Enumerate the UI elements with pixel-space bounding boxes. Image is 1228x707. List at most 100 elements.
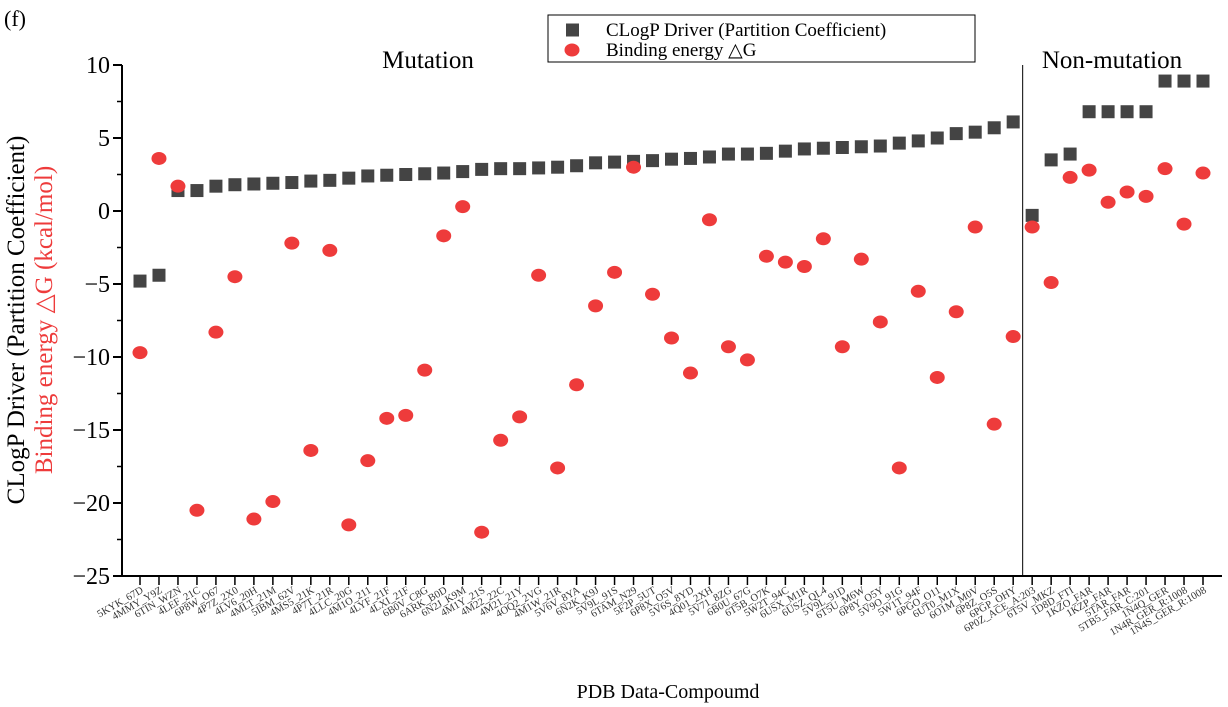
clogp-marker [190, 184, 204, 198]
clogp-marker [380, 168, 394, 182]
clogp-marker [797, 142, 811, 156]
y-axis-label: CLogP Driver (Partition Coefficient) [3, 136, 30, 505]
clogp-marker [513, 162, 527, 176]
binding-energy-marker [891, 461, 907, 475]
binding-energy-marker [777, 255, 793, 269]
clogp-marker [247, 177, 261, 191]
binding-energy-marker [1195, 166, 1211, 180]
clogp-marker [133, 274, 147, 288]
binding-energy-marker [208, 325, 224, 339]
y-tick-label: −20 [72, 491, 110, 517]
clogp-marker [702, 150, 716, 164]
clogp-marker [721, 147, 735, 161]
binding-energy-marker [872, 315, 888, 329]
binding-energy-marker [531, 268, 547, 282]
clogp-marker [1025, 208, 1039, 222]
binding-energy-marker [834, 340, 850, 354]
binding-energy-marker [1043, 276, 1059, 290]
binding-energy-marker [607, 265, 623, 279]
clogp-marker [399, 168, 413, 181]
binding-energy-marker [189, 503, 205, 517]
clogp-marker [1158, 74, 1172, 88]
clogp-marker [1006, 115, 1020, 129]
binding-energy-marker [948, 305, 964, 319]
clogp-marker [209, 179, 223, 193]
clogp-marker [608, 155, 622, 169]
clogp-marker [285, 176, 299, 190]
legend-box [547, 14, 976, 63]
binding-energy-marker [664, 331, 679, 345]
binding-energy-marker [720, 340, 736, 354]
binding-energy-marker [284, 236, 300, 250]
clogp-marker [475, 162, 489, 176]
clogp-marker [418, 167, 432, 181]
binding-energy-marker [626, 160, 642, 174]
binding-energy-marker [739, 353, 755, 367]
y-tick-label: −25 [72, 564, 110, 590]
binding-energy-marker [815, 232, 831, 246]
clogp-marker [683, 151, 697, 165]
region-label: Non-mutation [1042, 47, 1183, 74]
binding-energy-marker [512, 410, 528, 424]
binding-energy-marker [588, 299, 604, 313]
binding-energy-marker [1100, 195, 1116, 209]
clogp-marker [1120, 105, 1134, 119]
clogp-marker [456, 165, 470, 179]
binding-energy-marker [474, 525, 490, 539]
binding-energy-marker [132, 346, 148, 360]
binding-energy-marker [569, 378, 585, 392]
clogp-marker [1177, 74, 1191, 88]
clogp-marker [266, 176, 280, 190]
binding-energy-marker [986, 417, 1002, 431]
clogp-marker [1139, 105, 1153, 119]
binding-energy-marker [493, 433, 509, 447]
binding-energy-marker [967, 220, 983, 234]
clogp-marker [570, 159, 584, 173]
y-tick-label: 5 [98, 126, 110, 152]
legend-label: CLogP Driver (Partition Coefficient) [606, 20, 886, 41]
binding-energy-marker [360, 454, 376, 468]
clogp-marker [778, 144, 792, 158]
binding-energy-marker [929, 370, 945, 384]
clogp-marker [551, 160, 565, 174]
binding-energy-marker [303, 443, 319, 457]
binding-energy-marker [853, 252, 869, 266]
binding-energy-marker [701, 213, 717, 227]
binding-energy-marker [1062, 170, 1078, 184]
binding-energy-marker [322, 243, 338, 257]
clogp-marker [949, 127, 963, 141]
clogp-marker [740, 147, 754, 161]
y-axis-label-2: Binding energy △G (kcal/mol) [31, 166, 58, 474]
binding-energy-marker [1138, 189, 1154, 203]
legend-marker [564, 43, 580, 57]
binding-energy-marker [682, 366, 698, 380]
binding-energy-marker [1024, 220, 1040, 234]
binding-energy-marker [796, 259, 812, 273]
x-axis-label: PDB Data-Compoumd [577, 681, 760, 703]
clogp-marker [892, 136, 906, 150]
legend-marker [566, 23, 579, 37]
clogp-marker [665, 152, 678, 166]
binding-energy-marker [645, 287, 661, 301]
binding-energy-marker [246, 512, 262, 526]
clogp-marker [911, 134, 925, 148]
y-tick-label: −15 [72, 418, 110, 444]
binding-energy-marker [1119, 185, 1135, 199]
binding-energy-marker [910, 284, 926, 298]
binding-energy-marker [1176, 217, 1192, 231]
clogp-marker [494, 162, 508, 176]
binding-energy-marker [1005, 330, 1021, 344]
panel-label: (f) [4, 6, 26, 31]
y-tick-label: 10 [86, 53, 110, 79]
clogp-marker [816, 141, 830, 155]
binding-energy-marker [227, 270, 243, 284]
clogp-marker [152, 268, 166, 282]
binding-energy-marker [436, 229, 452, 243]
clogp-marker [1063, 147, 1077, 161]
clogp-marker [1044, 153, 1058, 167]
binding-energy-marker [398, 408, 414, 422]
binding-energy-marker [151, 151, 167, 165]
legend-label: Binding energy △G [606, 40, 757, 61]
binding-energy-marker [417, 363, 433, 377]
